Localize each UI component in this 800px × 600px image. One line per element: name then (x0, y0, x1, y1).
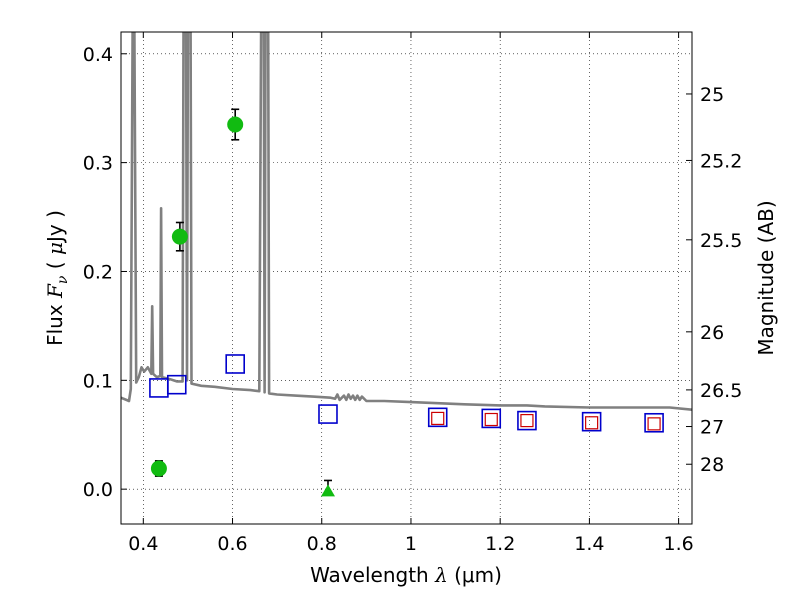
model-point-blue (427, 407, 448, 428)
axis-ticks: 0.4 0.6 0.8 1 1.2 1.4 1.6 0.0 0.1 0.2 0.3 0.4 25 25.2… (83, 32, 742, 555)
y-tick-label: 0.2 (83, 261, 113, 283)
mag-tick-label: 25.5 (700, 230, 742, 252)
marker-layer (149, 108, 664, 497)
model-point-blue (517, 410, 537, 431)
x-tick-label: 0.6 (217, 533, 247, 555)
observed-point (150, 460, 167, 477)
y-tick-label: 0.4 (83, 44, 113, 66)
model-point-blue (481, 408, 502, 429)
plot-background (121, 32, 692, 524)
x-tick-label: 1.6 (664, 533, 694, 555)
observed-point (171, 228, 188, 245)
y-tick-label: 0.0 (83, 479, 113, 501)
model-point-red (647, 417, 661, 431)
y-tick-label: 0.3 (83, 153, 113, 175)
model-point-blue (581, 411, 602, 432)
y-axis-title: Flux Fν ( μJy ) (43, 210, 71, 346)
model-point-blue (225, 354, 245, 374)
x-tick-label: 1 (405, 533, 417, 555)
mag-tick-label: 26.5 (700, 380, 742, 402)
observed-point (227, 116, 244, 133)
x-tick-label: 0.8 (307, 533, 337, 555)
model-point-blue (166, 374, 187, 395)
spectrum-line (121, 32, 692, 411)
mag-tick-label: 25 (700, 84, 724, 106)
model-point-red (431, 411, 445, 426)
model-point-red (585, 416, 599, 430)
model-point-red (484, 412, 498, 427)
x-axis-title: Wavelength λ (μm) (310, 563, 502, 587)
plot-frame (120, 31, 693, 525)
model-point-red (520, 413, 534, 428)
mag-tick-label: 25.2 (700, 150, 742, 172)
x-tick-label: 1.4 (574, 533, 604, 555)
model-point-blue (318, 404, 338, 424)
mag-tick-label: 28 (700, 454, 724, 476)
y-tick-label: 0.1 (83, 370, 113, 392)
x-tick-label: 0.4 (128, 533, 158, 555)
mag-tick-label: 27 (700, 417, 724, 439)
x-tick-label: 1.2 (485, 533, 515, 555)
upper-limit-point (320, 484, 335, 497)
model-point-blue (644, 412, 664, 433)
spectrum-layer (121, 32, 692, 411)
mag-tick-label: 26 (700, 322, 724, 344)
y2-axis-title: Magnitude (AB) (754, 200, 778, 355)
